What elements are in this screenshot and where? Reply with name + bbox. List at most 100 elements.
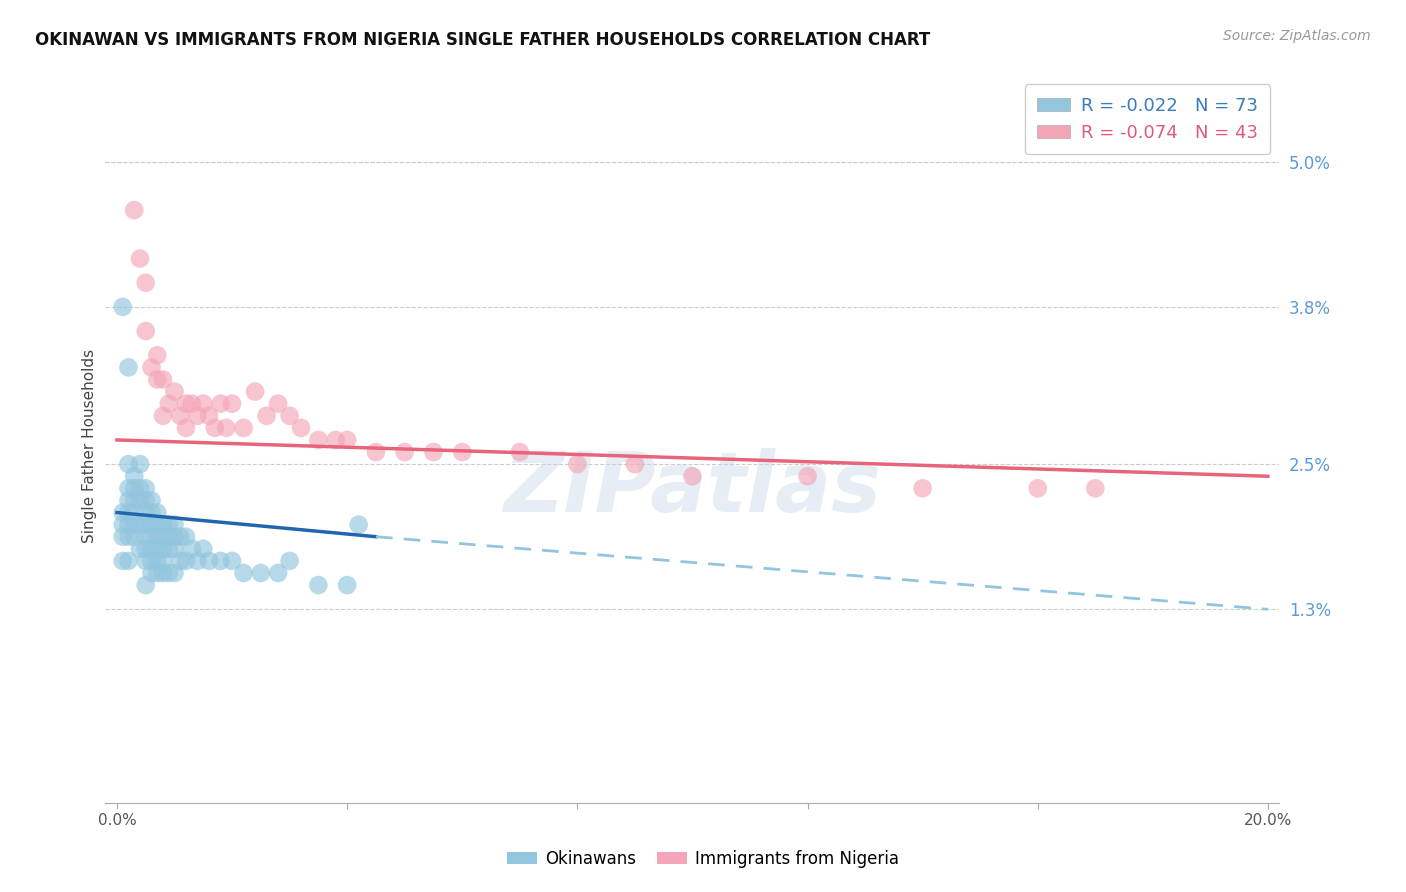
Point (221, 397, 243, 411)
Point (152, 530, 174, 544)
Point (336, 578, 359, 592)
Point (232, 421, 254, 435)
Point (117, 493, 139, 508)
Point (422, 445, 444, 459)
Point (152, 409, 174, 423)
Point (146, 348, 169, 362)
Point (135, 530, 157, 544)
Point (135, 276, 157, 290)
Point (141, 530, 163, 544)
Point (141, 554, 163, 568)
Point (135, 541, 157, 556)
Point (135, 506, 157, 520)
Point (129, 481, 152, 495)
Point (129, 493, 152, 508)
Point (209, 554, 232, 568)
Point (681, 469, 703, 483)
Point (122, 469, 145, 483)
Point (146, 541, 169, 556)
Point (135, 554, 157, 568)
Point (174, 421, 197, 435)
Point (122, 203, 145, 218)
Point (911, 481, 934, 495)
Point (290, 421, 312, 435)
Point (141, 506, 163, 520)
Point (278, 409, 301, 423)
Point (1084, 481, 1107, 495)
Point (169, 554, 191, 568)
Point (117, 506, 139, 520)
Legend: Okinawans, Immigrants from Nigeria: Okinawans, Immigrants from Nigeria (501, 844, 905, 875)
Point (152, 566, 174, 580)
Point (163, 530, 186, 544)
Point (157, 530, 180, 544)
Point (117, 554, 139, 568)
Point (163, 566, 186, 580)
Point (122, 517, 145, 532)
Point (186, 554, 208, 568)
Point (163, 384, 186, 399)
Point (157, 517, 180, 532)
Point (198, 554, 221, 568)
Point (221, 554, 243, 568)
Point (307, 433, 329, 447)
Point (250, 566, 273, 580)
Point (111, 517, 134, 532)
Point (117, 481, 139, 495)
Point (141, 493, 163, 508)
Y-axis label: Single Father Households: Single Father Households (82, 349, 97, 543)
Point (567, 457, 589, 471)
Point (152, 517, 174, 532)
Point (122, 506, 145, 520)
Point (129, 252, 152, 266)
Point (174, 397, 197, 411)
Point (193, 541, 215, 556)
Point (169, 409, 191, 423)
Point (278, 554, 301, 568)
Point (135, 493, 157, 508)
Text: Source: ZipAtlas.com: Source: ZipAtlas.com (1223, 29, 1371, 43)
Point (180, 541, 202, 556)
Point (135, 324, 157, 338)
Point (347, 517, 370, 532)
Point (129, 457, 152, 471)
Point (129, 541, 152, 556)
Point (117, 360, 139, 375)
Point (111, 530, 134, 544)
Point (204, 421, 226, 435)
Point (509, 445, 531, 459)
Point (174, 530, 197, 544)
Point (141, 360, 163, 375)
Point (135, 481, 157, 495)
Point (117, 517, 139, 532)
Point (169, 530, 191, 544)
Point (146, 506, 169, 520)
Point (163, 517, 186, 532)
Point (243, 384, 266, 399)
Point (451, 445, 474, 459)
Point (152, 372, 174, 386)
Point (394, 445, 416, 459)
Point (157, 397, 180, 411)
Point (146, 554, 169, 568)
Point (624, 457, 647, 471)
Point (111, 300, 134, 314)
Point (122, 493, 145, 508)
Point (267, 566, 290, 580)
Point (146, 517, 169, 532)
Point (796, 469, 818, 483)
Point (146, 530, 169, 544)
Point (157, 541, 180, 556)
Point (141, 517, 163, 532)
Point (186, 409, 208, 423)
Point (135, 517, 157, 532)
Point (157, 566, 180, 580)
Point (1026, 481, 1049, 495)
Point (364, 445, 387, 459)
Point (117, 530, 139, 544)
Point (122, 530, 145, 544)
Point (209, 397, 232, 411)
Point (180, 397, 202, 411)
Point (111, 554, 134, 568)
Point (307, 578, 329, 592)
